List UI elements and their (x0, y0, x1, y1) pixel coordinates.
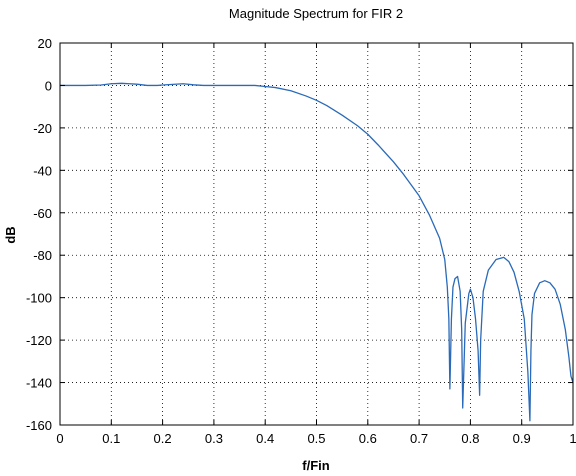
y-tick-label: -140 (26, 376, 52, 391)
x-tick-label: 0.6 (359, 431, 377, 446)
grid (60, 43, 573, 425)
y-tick-label: -100 (26, 291, 52, 306)
y-tick-label: -40 (33, 163, 52, 178)
x-tick-label: 0.4 (256, 431, 274, 446)
y-tick-label: 0 (45, 78, 52, 93)
y-axis-ticks: 20 0 -20 -40 -60 -80 -100 -120 -140 -160 (26, 36, 573, 433)
y-tick-label: -80 (33, 248, 52, 263)
y-tick-label: -120 (26, 333, 52, 348)
x-axis-ticks: 0 0.1 0.2 0.3 0.4 0.5 0.6 0.7 0.8 0.9 1 (56, 43, 576, 446)
x-tick-label: 0.9 (513, 431, 531, 446)
y-tick-label: -160 (26, 418, 52, 433)
x-tick-label: 1 (569, 431, 576, 446)
series-line-0 (60, 82, 574, 422)
y-axis-label: dB (3, 226, 18, 243)
series-layer (60, 82, 574, 422)
chart-title: Magnitude Spectrum for FIR 2 (229, 6, 403, 21)
x-tick-label: 0.7 (410, 431, 428, 446)
plot-area (60, 43, 573, 425)
x-tick-label: 0.3 (205, 431, 223, 446)
x-tick-label: 0.2 (154, 431, 172, 446)
x-tick-label: 0 (56, 431, 63, 446)
x-tick-label: 0.5 (307, 431, 325, 446)
x-tick-label: 0.1 (102, 431, 120, 446)
y-tick-label: -20 (33, 121, 52, 136)
x-axis-label: f/Fin (302, 458, 329, 473)
x-tick-label: 0.8 (461, 431, 479, 446)
y-tick-label: -60 (33, 206, 52, 221)
y-tick-label: 20 (38, 36, 52, 51)
